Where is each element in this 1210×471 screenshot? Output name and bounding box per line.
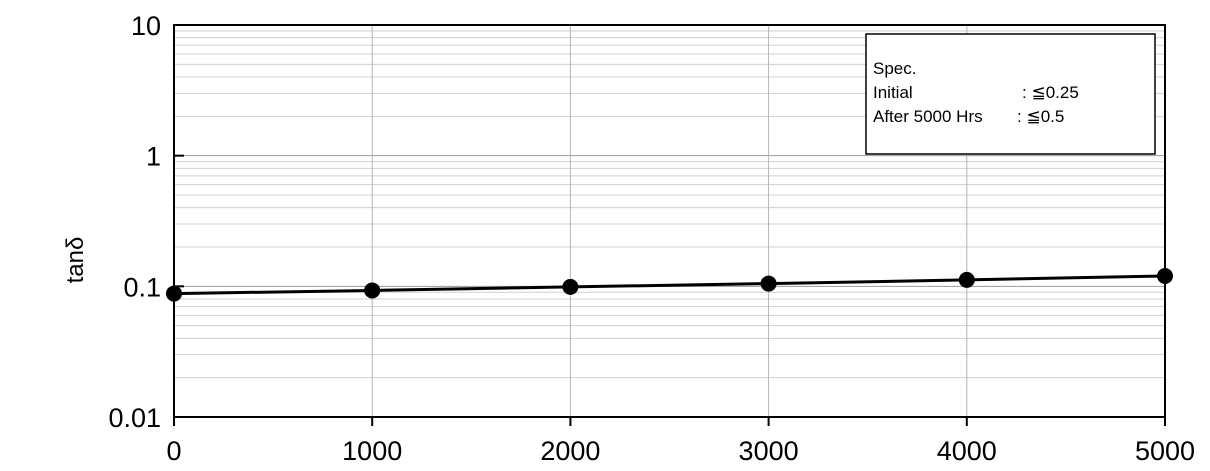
y-tick-label: 0.01 xyxy=(108,403,161,433)
y-tick-label: 1 xyxy=(146,142,161,172)
spec-title: Spec. xyxy=(873,59,916,78)
data-point xyxy=(562,278,579,295)
x-tick-label: 0 xyxy=(166,436,181,466)
x-tick-label: 5000 xyxy=(1135,436,1195,466)
data-point xyxy=(1157,267,1173,284)
data-point xyxy=(760,275,777,292)
spec-after-value: : ≦0.5 xyxy=(1017,107,1064,126)
series-line xyxy=(173,274,1166,296)
data-point xyxy=(166,285,182,302)
axis-ticks xyxy=(173,24,1166,426)
spec-annotation-box: Spec. Initial : ≦0.25 After 5000 Hrs : ≦… xyxy=(865,33,1156,155)
spec-initial-label: Initial xyxy=(873,83,913,102)
x-tick-label: 4000 xyxy=(937,436,997,466)
spec-after-label: After 5000 Hrs xyxy=(873,107,983,126)
x-tick-label: 2000 xyxy=(540,436,600,466)
spec-initial-value: : ≦0.25 xyxy=(1022,83,1079,102)
y-tick-labels: 10 1 0.1 0.01 xyxy=(108,11,161,433)
data-point xyxy=(364,282,381,299)
data-point xyxy=(958,271,975,288)
x-tick-label: 1000 xyxy=(342,436,402,466)
y-tick-label: 10 xyxy=(131,11,161,41)
x-tick-labels: 0 1000 2000 3000 4000 5000 xyxy=(166,436,1195,466)
y-axis-label: tanδ xyxy=(62,237,89,284)
y-tick-label: 0.1 xyxy=(123,272,161,302)
x-tick-label: 3000 xyxy=(739,436,799,466)
series-layer xyxy=(166,267,1173,302)
plot-frame xyxy=(173,24,1166,418)
